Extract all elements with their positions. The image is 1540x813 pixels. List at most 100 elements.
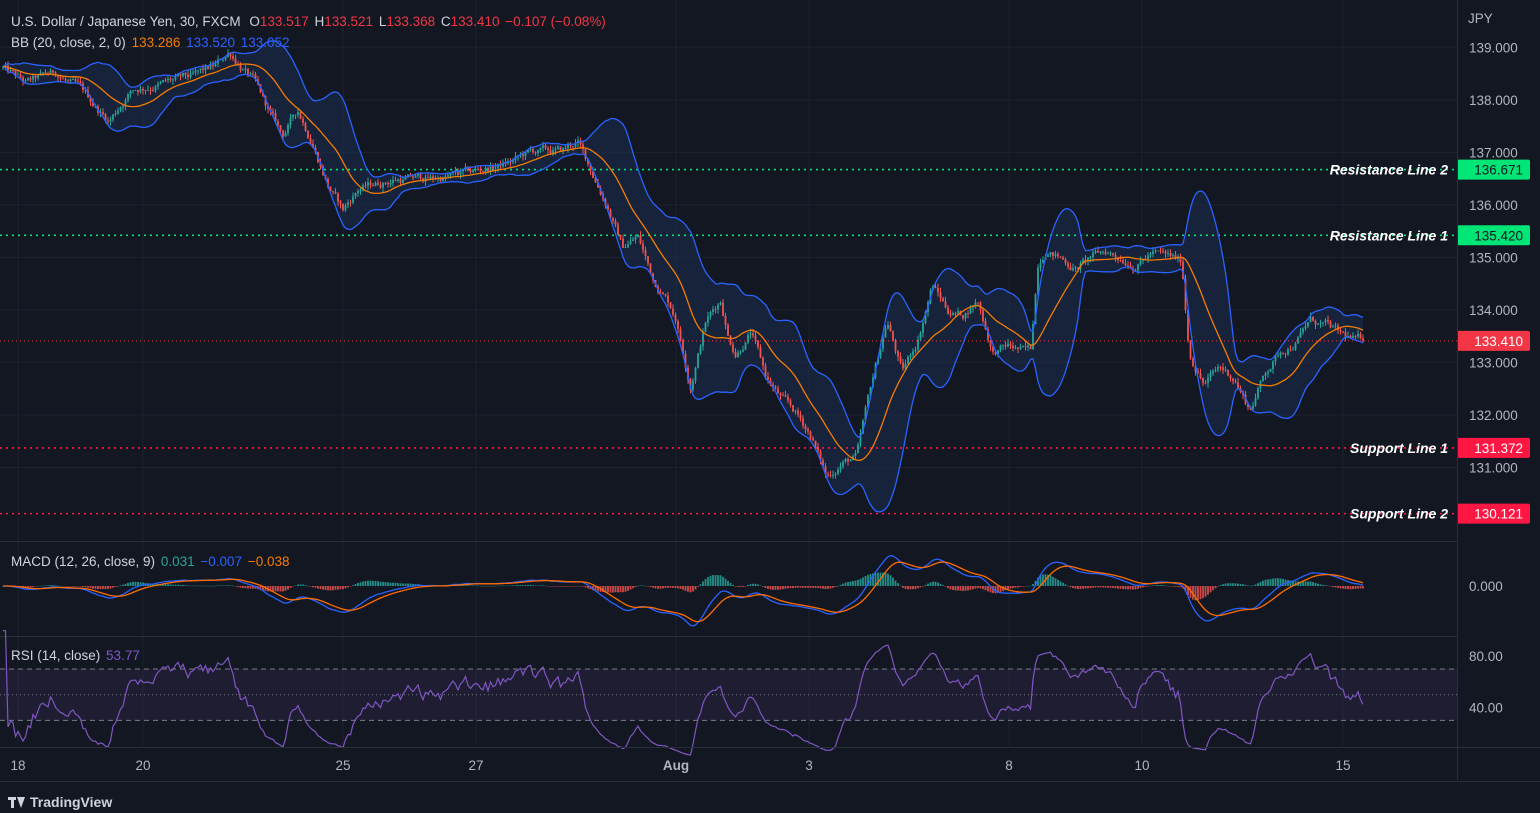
candle-body bbox=[1062, 257, 1064, 260]
macd-histogram-bar bbox=[392, 582, 394, 586]
candle-body bbox=[1357, 333, 1359, 337]
macd-histogram-bar bbox=[1189, 586, 1192, 598]
macd-histogram-bar bbox=[1127, 586, 1129, 590]
rsi-legend[interactable]: RSI (14, close) 53.77 bbox=[11, 647, 142, 665]
candle-body bbox=[304, 122, 307, 131]
candle-body bbox=[72, 79, 74, 80]
tradingview-brand[interactable]: TradingView bbox=[8, 794, 112, 810]
candle-body bbox=[1309, 316, 1312, 323]
price-badge-label: 135.420 bbox=[1474, 228, 1523, 243]
candle-body bbox=[64, 79, 67, 81]
macd-histogram-bar bbox=[847, 582, 849, 586]
macd-histogram-bar bbox=[1109, 586, 1112, 588]
macd-histogram-bar bbox=[37, 586, 39, 587]
candle-body bbox=[52, 70, 54, 73]
macd-histogram-bar bbox=[867, 574, 869, 586]
candle-body bbox=[462, 170, 464, 172]
macd-histogram-bar bbox=[1102, 586, 1104, 588]
macd-histogram-bar bbox=[317, 586, 319, 589]
candle-body bbox=[127, 94, 129, 101]
macd-histogram-bar bbox=[379, 581, 382, 586]
macd-histogram-bar bbox=[299, 584, 302, 586]
candle-body bbox=[1012, 345, 1014, 349]
candle-body bbox=[284, 132, 287, 137]
candle-body bbox=[17, 74, 19, 76]
candle-body bbox=[132, 90, 134, 92]
candle-body bbox=[782, 395, 784, 396]
macd-histogram-bar bbox=[84, 586, 87, 588]
macd-histogram-bar bbox=[309, 586, 312, 587]
candle-body bbox=[42, 72, 44, 74]
candle-body bbox=[1217, 366, 1219, 370]
macd-histogram-bar bbox=[1117, 586, 1119, 589]
bb-legend[interactable]: BB (20, close, 2, 0) 133.286 133.520 133… bbox=[11, 34, 292, 52]
rsi-tick-label: 40.00 bbox=[1469, 701, 1503, 716]
candle-body bbox=[1174, 255, 1177, 260]
candle-body bbox=[29, 78, 32, 80]
candle-body bbox=[282, 130, 284, 137]
macd-histogram-bar bbox=[1132, 586, 1134, 590]
macd-histogram-bar bbox=[194, 585, 197, 587]
candle-body bbox=[659, 292, 662, 294]
candle-body bbox=[992, 346, 994, 352]
macd-histogram-bar bbox=[764, 586, 767, 589]
candle-body bbox=[832, 475, 834, 476]
macd-histogram-bar bbox=[812, 586, 814, 588]
macd-histogram-bar bbox=[1104, 586, 1107, 588]
macd-histogram-bar bbox=[254, 586, 257, 589]
candle-body bbox=[1027, 345, 1029, 347]
macd-histogram-bar bbox=[1232, 583, 1234, 586]
macd-histogram-bar bbox=[162, 583, 164, 586]
macd-histogram-bar bbox=[734, 586, 737, 587]
macd-histogram-bar bbox=[1074, 586, 1077, 589]
macd-legend[interactable]: MACD (12, 26, close, 9) 0.031 −0.007 −0.… bbox=[11, 553, 292, 571]
macd-histogram-bar bbox=[1357, 586, 1359, 589]
candle-body bbox=[699, 346, 702, 354]
candle-body bbox=[449, 172, 452, 176]
candle-body bbox=[502, 162, 504, 167]
macd-histogram-bar bbox=[1084, 586, 1087, 589]
candle-body bbox=[829, 475, 832, 476]
macd-histogram-bar bbox=[857, 579, 859, 586]
macd-histogram-bar bbox=[367, 580, 369, 586]
candle-body bbox=[1002, 344, 1004, 346]
brand-name: TradingView bbox=[30, 794, 113, 810]
macd-histogram-bar bbox=[1064, 584, 1067, 586]
candle-body bbox=[817, 446, 819, 451]
change-value: −0.107 (−0.08%) bbox=[505, 14, 606, 29]
candle-body bbox=[1207, 377, 1209, 383]
candle-body bbox=[1189, 340, 1192, 359]
candle-body bbox=[1327, 319, 1329, 322]
macd-histogram-bar bbox=[887, 573, 889, 586]
macd-histogram-bar bbox=[1037, 577, 1039, 586]
time-tick-label: Aug bbox=[663, 758, 689, 773]
candle-body bbox=[719, 302, 722, 305]
price-tick-label: 134.000 bbox=[1469, 303, 1518, 318]
candle-body bbox=[1034, 294, 1037, 325]
macd-histogram-bar bbox=[217, 585, 219, 587]
candle-body bbox=[429, 176, 432, 179]
macd-histogram-bar bbox=[1052, 576, 1054, 586]
candle-body bbox=[212, 64, 214, 67]
macd-histogram-bar bbox=[174, 584, 177, 586]
candle-body bbox=[889, 324, 892, 332]
macd-histogram-bar bbox=[342, 586, 344, 590]
candle-body bbox=[947, 307, 949, 314]
price-badge bbox=[1457, 503, 1530, 524]
candle-body bbox=[104, 114, 107, 121]
macd-histogram-bar bbox=[264, 586, 267, 591]
macd-histogram-bar bbox=[1324, 585, 1327, 586]
candle-body bbox=[179, 74, 182, 76]
macd-histogram-bar bbox=[334, 586, 337, 590]
candle-body bbox=[294, 114, 297, 116]
candle-body bbox=[207, 66, 209, 69]
candle-body bbox=[772, 384, 774, 388]
candle-body bbox=[592, 171, 594, 178]
macd-histogram-bar bbox=[794, 586, 797, 588]
macd-histogram-bar bbox=[224, 585, 227, 586]
macd-histogram-bar bbox=[1054, 578, 1057, 586]
macd-histogram-bar bbox=[1119, 586, 1122, 589]
candle-body bbox=[397, 179, 399, 181]
macd-histogram-bar bbox=[677, 586, 679, 589]
